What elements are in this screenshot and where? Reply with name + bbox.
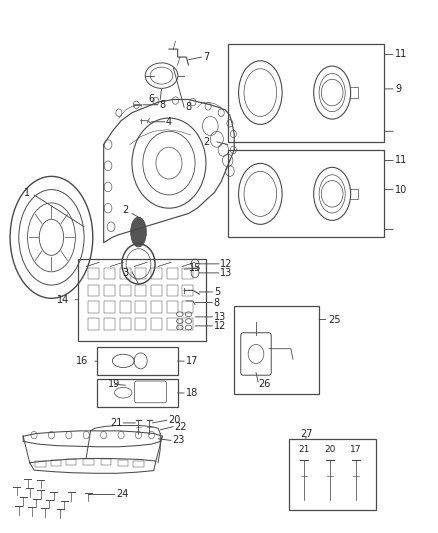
Bar <box>88 318 99 330</box>
Text: 17: 17 <box>186 356 199 366</box>
Text: 2: 2 <box>122 205 128 215</box>
Text: 20: 20 <box>168 415 180 425</box>
Text: 4: 4 <box>166 117 172 127</box>
Bar <box>104 268 115 279</box>
Text: 19: 19 <box>108 379 120 389</box>
Bar <box>151 302 162 313</box>
Bar <box>97 347 178 375</box>
Ellipse shape <box>131 217 146 247</box>
Bar <box>104 318 115 330</box>
Text: 27: 27 <box>300 429 312 439</box>
Text: 12: 12 <box>220 259 233 269</box>
Bar <box>135 318 146 330</box>
Text: 23: 23 <box>173 435 185 446</box>
Bar <box>151 268 162 279</box>
Text: 11: 11 <box>395 156 407 165</box>
Bar <box>135 302 146 313</box>
Text: 20: 20 <box>324 445 336 454</box>
Text: 3: 3 <box>122 268 128 278</box>
Text: 26: 26 <box>258 379 271 389</box>
Text: 22: 22 <box>175 422 187 432</box>
Bar <box>151 285 162 296</box>
Text: 16: 16 <box>76 356 88 366</box>
Text: 10: 10 <box>395 184 407 195</box>
Bar <box>78 259 206 341</box>
Bar <box>228 44 385 142</box>
Bar <box>234 306 319 394</box>
Text: 8: 8 <box>159 100 165 110</box>
Bar <box>118 459 128 466</box>
Text: 13: 13 <box>214 312 226 322</box>
Bar <box>183 318 193 330</box>
Bar <box>183 285 193 296</box>
Text: 21: 21 <box>298 445 310 454</box>
Bar <box>167 318 178 330</box>
Text: 24: 24 <box>116 489 128 499</box>
Bar <box>133 461 144 467</box>
Text: 6: 6 <box>148 94 155 104</box>
Bar <box>101 459 111 465</box>
Bar <box>66 459 76 465</box>
Bar <box>35 461 46 467</box>
Bar <box>167 268 178 279</box>
Text: 15: 15 <box>189 263 201 273</box>
Text: 18: 18 <box>186 388 198 398</box>
Bar <box>88 268 99 279</box>
Bar <box>120 318 131 330</box>
Text: 7: 7 <box>203 52 209 62</box>
Bar <box>88 302 99 313</box>
Bar <box>83 459 94 465</box>
Text: 13: 13 <box>220 268 233 278</box>
Text: 1: 1 <box>25 188 31 198</box>
Bar <box>104 302 115 313</box>
Text: 11: 11 <box>395 50 407 59</box>
Bar <box>167 302 178 313</box>
Text: 21: 21 <box>110 418 122 428</box>
Bar <box>88 285 99 296</box>
Text: 14: 14 <box>57 295 69 305</box>
Bar <box>167 285 178 296</box>
Bar <box>228 150 385 237</box>
Bar <box>120 285 131 296</box>
Text: 9: 9 <box>395 84 401 94</box>
Bar <box>135 268 146 279</box>
Bar <box>183 302 193 313</box>
Text: 8: 8 <box>214 297 220 308</box>
Text: 8: 8 <box>185 102 191 112</box>
Bar <box>289 439 376 511</box>
Bar <box>151 318 162 330</box>
Bar <box>135 285 146 296</box>
Text: 5: 5 <box>214 287 220 297</box>
Text: 2: 2 <box>203 137 209 147</box>
Bar <box>120 302 131 313</box>
Bar <box>120 268 131 279</box>
Bar <box>97 379 178 407</box>
Text: 25: 25 <box>328 314 340 325</box>
Text: 12: 12 <box>214 321 226 331</box>
Bar <box>50 459 61 466</box>
Bar <box>104 285 115 296</box>
Text: 17: 17 <box>350 445 362 454</box>
Bar <box>183 268 193 279</box>
